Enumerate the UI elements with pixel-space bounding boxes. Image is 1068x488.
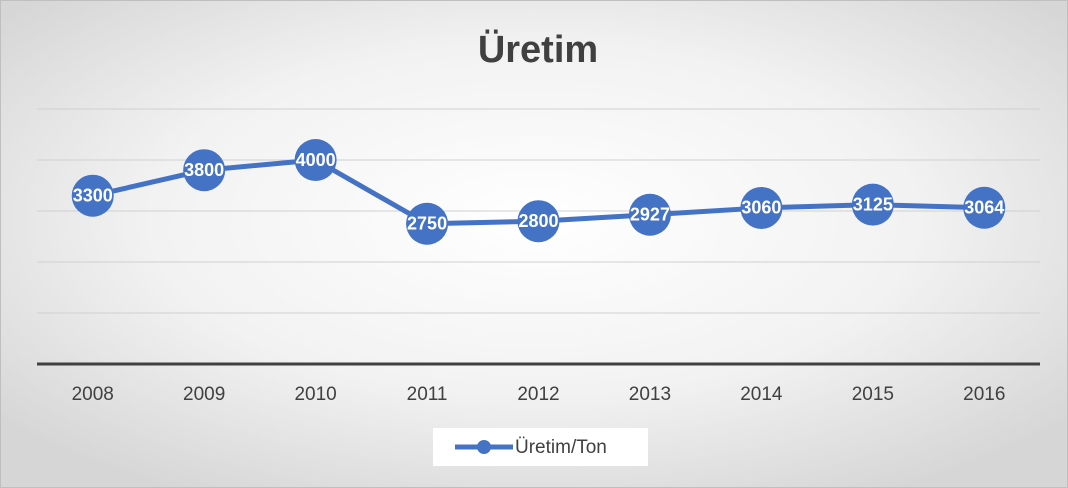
x-tick-label: 2015 <box>852 384 894 405</box>
marker <box>406 202 449 245</box>
x-tick-label: 2013 <box>629 384 671 405</box>
marker <box>71 174 114 217</box>
legend-label: Üretim/Ton <box>515 437 607 458</box>
data-label: 2927 <box>630 204 670 224</box>
legend-marker <box>477 440 491 454</box>
data-label: 3125 <box>853 194 893 214</box>
data-label: 4000 <box>296 150 336 170</box>
x-tick-label: 2012 <box>517 384 559 405</box>
data-label: 3800 <box>184 160 224 180</box>
x-tick-label: 2016 <box>963 384 1005 405</box>
data-label: 3064 <box>964 197 1004 217</box>
x-tick-label: 2008 <box>72 384 114 405</box>
marker <box>851 183 894 226</box>
x-tick-label: 2011 <box>407 384 448 405</box>
marker <box>628 193 671 236</box>
marker <box>963 186 1006 229</box>
marker <box>517 200 560 243</box>
data-label: 2750 <box>407 214 447 234</box>
data-label: 3060 <box>741 198 781 218</box>
marker <box>294 139 337 181</box>
data-label: 3300 <box>73 185 113 205</box>
x-tick-label: 2010 <box>294 384 336 405</box>
marker <box>183 149 226 192</box>
chart-title: Üretim <box>478 28 598 71</box>
x-tick-label: 2009 <box>183 384 225 405</box>
marker <box>740 186 783 229</box>
x-tick-label: 2014 <box>740 384 783 405</box>
data-label: 2800 <box>518 211 558 231</box>
